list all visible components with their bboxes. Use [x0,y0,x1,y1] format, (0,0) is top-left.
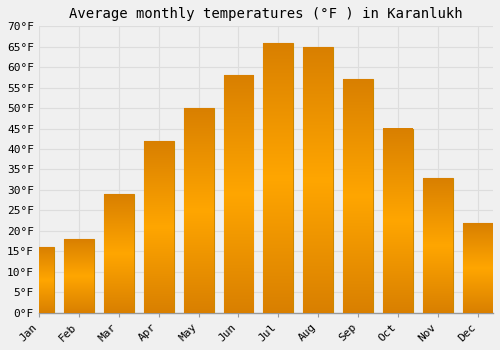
Bar [383,128,413,313]
Bar [144,141,174,313]
Bar [64,239,94,313]
Title: Average monthly temperatures (°F ) in Karanlukh: Average monthly temperatures (°F ) in Ka… [69,7,462,21]
Bar [423,178,453,313]
Bar [184,108,214,313]
Bar [224,75,254,313]
Bar [463,223,493,313]
Bar [304,47,334,313]
Bar [264,43,294,313]
Bar [344,79,374,313]
Bar [104,194,134,313]
Bar [24,247,54,313]
